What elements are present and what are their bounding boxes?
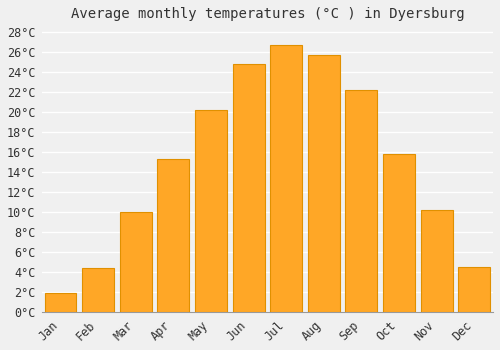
Bar bbox=[195, 110, 227, 313]
Bar bbox=[420, 210, 452, 313]
Bar bbox=[458, 267, 490, 313]
Bar bbox=[82, 268, 114, 313]
Bar bbox=[308, 55, 340, 313]
Title: Average monthly temperatures (°C ) in Dyersburg: Average monthly temperatures (°C ) in Dy… bbox=[70, 7, 464, 21]
Bar bbox=[158, 159, 190, 313]
Bar bbox=[44, 293, 76, 313]
Bar bbox=[120, 212, 152, 313]
Bar bbox=[383, 154, 415, 313]
Bar bbox=[232, 64, 264, 313]
Bar bbox=[270, 45, 302, 313]
Bar bbox=[346, 90, 378, 313]
